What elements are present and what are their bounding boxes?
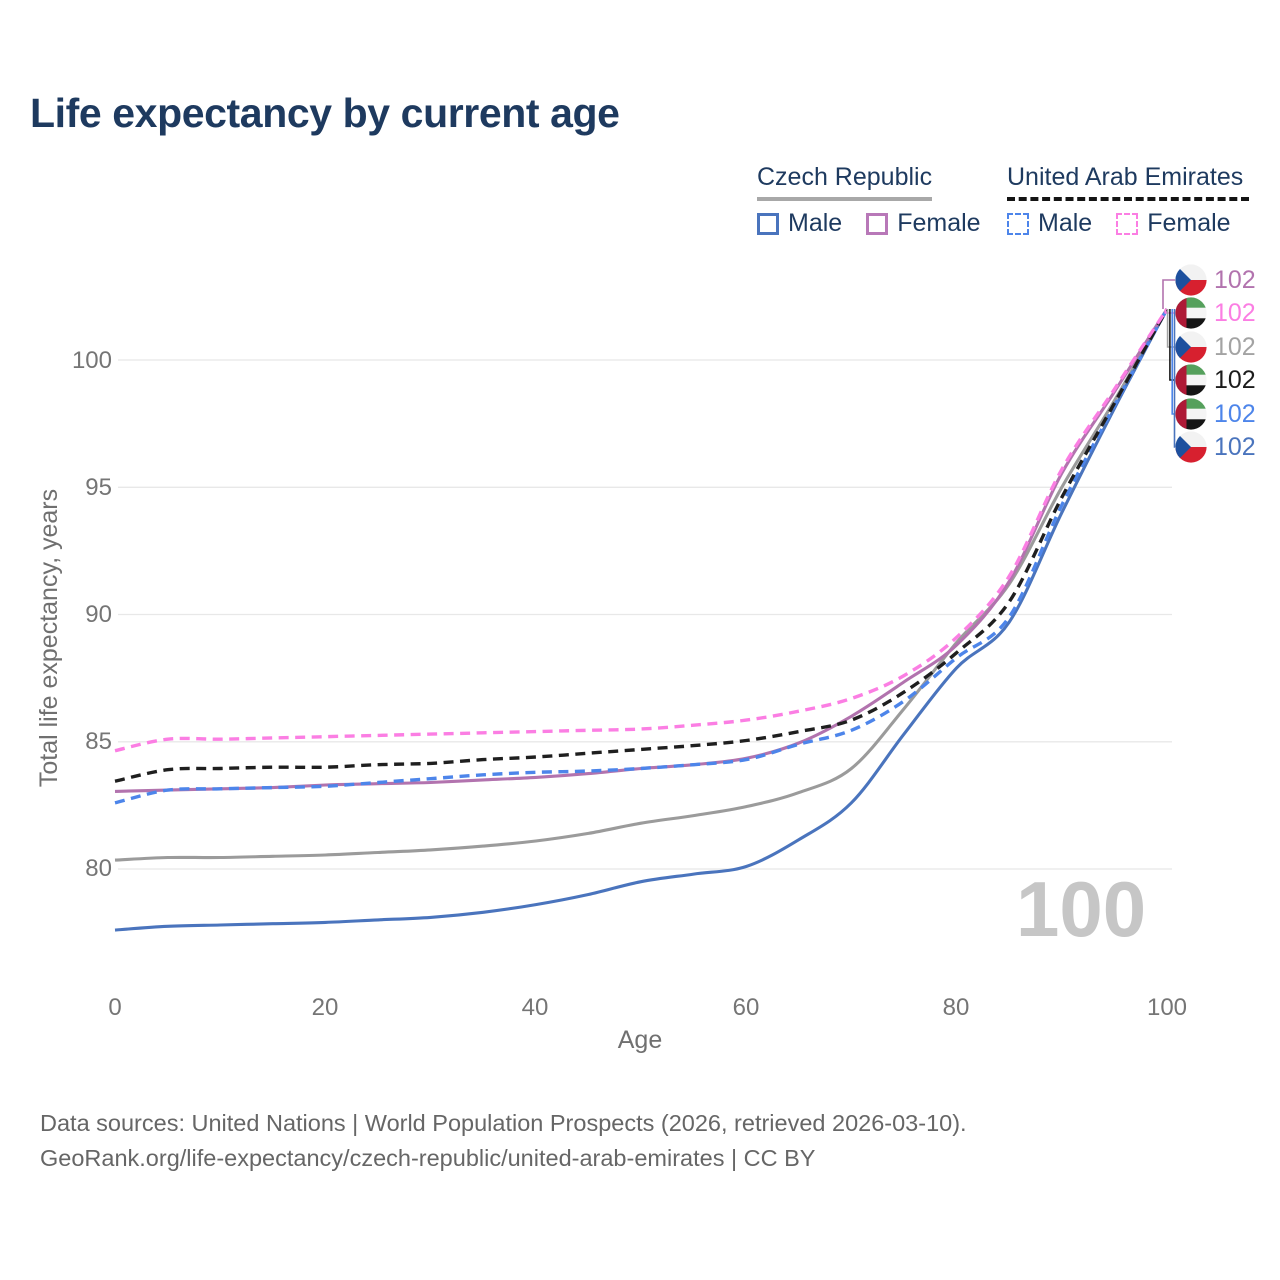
- x-tick-60: 60: [732, 994, 760, 1021]
- uae-female-swatch-icon: [1116, 212, 1139, 235]
- end-value: 102: [1214, 365, 1256, 394]
- y-tick-80: 80: [85, 855, 112, 882]
- x-tick-40: 40: [521, 994, 549, 1021]
- legend-item-uae-female[interactable]: Female: [1116, 209, 1231, 238]
- uae-flag-icon: [1175, 364, 1207, 396]
- series-line-united-arab-emirates-female[interactable]: [114, 308, 1169, 753]
- legend-item-cz-female[interactable]: Female: [866, 209, 981, 238]
- y-tick-100: 100: [71, 347, 112, 374]
- legend-group-united-arab-emirates: United Arab Emirates Male Female: [1007, 163, 1249, 238]
- series-line-united-arab-emirates-male[interactable]: [114, 308, 1169, 805]
- legend-item-label: Female: [897, 209, 981, 237]
- x-tick-20: 20: [311, 994, 339, 1021]
- cz-female-swatch-icon: [866, 212, 889, 235]
- legend-header-united-arab-emirates: United Arab Emirates: [1007, 163, 1249, 201]
- czech-flag-icon: [1175, 331, 1207, 363]
- end-label-leader-line: [1169, 309, 1175, 381]
- series-line-united-arab-emirates-both-sexes[interactable]: [114, 308, 1169, 783]
- data-source-caption: Data sources: United Nations | World Pop…: [40, 1106, 967, 1176]
- end-label-uae-male: 102: [1175, 398, 1256, 430]
- y-tick-90: 90: [85, 601, 112, 628]
- x-tick-100: 100: [1146, 994, 1188, 1021]
- y-axis-title: Total life expectancy, years: [35, 488, 63, 788]
- end-value: 102: [1214, 298, 1256, 327]
- end-value: 102: [1214, 432, 1256, 461]
- czech-flag-icon: [1175, 431, 1207, 463]
- x-tick-80: 80: [942, 994, 970, 1021]
- czech-flag-icon: [1175, 264, 1207, 296]
- x-tick-0: 0: [108, 994, 122, 1021]
- y-tick-85: 85: [85, 728, 112, 755]
- y-tick-95: 95: [85, 474, 112, 501]
- end-value: 102: [1214, 332, 1256, 361]
- end-label-leader-line: [1162, 279, 1175, 309]
- legend-item-cz-male[interactable]: Male: [757, 209, 842, 238]
- end-label-leader-line: [1173, 309, 1176, 448]
- legend-header-czech-republic: Czech Republic: [757, 163, 933, 201]
- caption-line-1: Data sources: United Nations | World Pop…: [40, 1110, 967, 1136]
- end-label-cz-male: 102: [1175, 431, 1256, 463]
- x-axis-title: Age: [617, 1026, 663, 1054]
- end-label-uae-female: 102: [1175, 297, 1256, 329]
- series-line-czech-republic-male[interactable]: [114, 308, 1169, 932]
- end-label-uae-both: 102: [1175, 364, 1256, 396]
- legend-item-label: Male: [788, 209, 843, 237]
- uae-flag-icon: [1175, 398, 1207, 430]
- end-value: 102: [1214, 399, 1256, 428]
- uae-male-swatch-icon: [1007, 212, 1029, 235]
- legend-item-label: Female: [1147, 209, 1231, 237]
- cz-male-swatch-icon: [757, 212, 779, 235]
- gridlines: [118, 359, 1172, 870]
- legend-item-label: Male: [1038, 209, 1093, 237]
- end-label-cz-both: 102: [1175, 331, 1256, 363]
- uae-flag-icon: [1175, 297, 1207, 329]
- legend-item-uae-male[interactable]: Male: [1007, 209, 1092, 238]
- caption-line-2: GeoRank.org/life-expectancy/czech-republ…: [40, 1145, 816, 1171]
- series-line-czech-republic-female[interactable]: [114, 308, 1169, 793]
- series-line-czech-republic-both-sexes[interactable]: [114, 308, 1169, 862]
- end-label-cz-female: 102: [1175, 264, 1256, 296]
- page-title: Life expectancy by current age: [30, 90, 620, 136]
- legend-group-czech-republic: Czech Republic Male Female: [757, 163, 981, 238]
- age-watermark: 100: [1016, 865, 1147, 953]
- end-value: 102: [1214, 265, 1256, 294]
